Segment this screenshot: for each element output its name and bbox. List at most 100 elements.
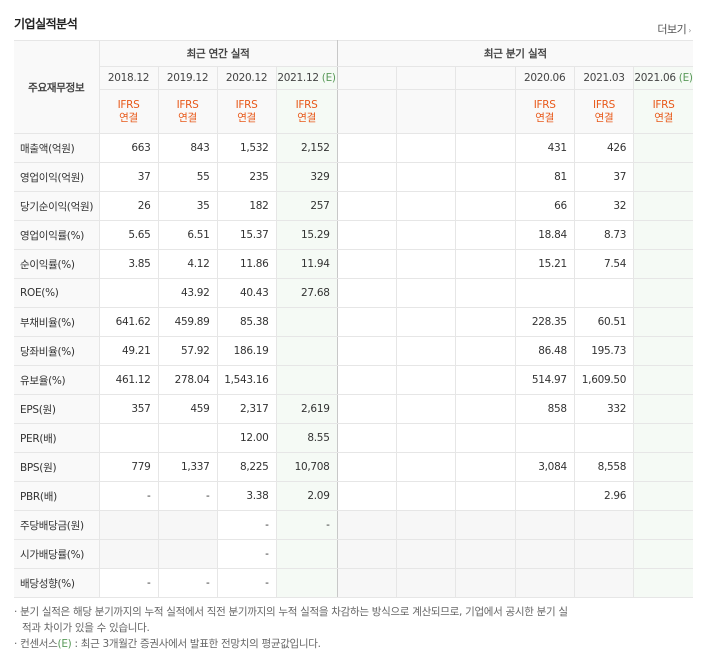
empty-cell (275, 539, 338, 569)
value-cell: 10,708 (275, 452, 338, 482)
row-label: 당좌비율(%) (14, 336, 100, 366)
value-cell: 37 (573, 162, 635, 192)
value-cell: 8.55 (275, 423, 338, 453)
basis-cell: IFRS 연결 (573, 89, 635, 134)
empty-cell (395, 220, 457, 250)
empty-cell (633, 539, 693, 569)
data-row: 부채비율(%) 641.62 459.89 85.38 228.35 60.51 (14, 307, 693, 337)
period-cell: 2018.12 (99, 66, 159, 90)
value-cell: - (216, 539, 277, 569)
value-cell: 186.19 (216, 336, 277, 366)
value-cell: 8,558 (573, 452, 635, 482)
group-header: 최근 분기 실적 (336, 40, 693, 67)
period: 2021.03 (583, 72, 625, 84)
value-cell: 1,337 (157, 452, 218, 482)
period: 2021.12 (277, 72, 319, 84)
empty-cell (395, 568, 457, 598)
value-cell: 5.65 (98, 220, 159, 250)
value-cell: 35 (157, 191, 218, 221)
value-cell: - (98, 568, 159, 598)
empty-cell (336, 568, 397, 598)
basis-cell (455, 89, 516, 134)
basis-cell: IFRS 연결 (99, 89, 159, 134)
period: 2019.12 (166, 72, 209, 84)
empty-cell (455, 452, 516, 482)
empty-cell (336, 423, 397, 453)
period-cell: 2020.06 (514, 66, 575, 90)
basis-cell: IFRS 연결 (216, 89, 277, 134)
scope: 연결 (178, 111, 197, 124)
value-cell: 3.85 (98, 249, 159, 279)
empty-cell (455, 307, 516, 337)
empty-cell (395, 510, 457, 540)
empty-cell (633, 133, 693, 163)
empty-cell (514, 539, 575, 569)
empty-cell (395, 278, 457, 308)
value-cell: - (157, 568, 218, 598)
group-label: 최근 분기 실적 (483, 48, 547, 60)
header-row: IFRS 연결 IFRS 연결 IFRS 연결 IFRS 연결 IFRS 연결 IFRS 연결 IFRS… (14, 89, 693, 134)
estimate-mark: (E) (321, 72, 336, 84)
empty-cell (573, 568, 635, 598)
value-cell: 2,152 (275, 133, 338, 163)
value-cell: - (98, 481, 159, 511)
standard: IFRS (593, 98, 615, 111)
data-row: PBR(배) - -3.38 2.09 2.96 (14, 481, 693, 511)
empty-cell (395, 133, 457, 163)
corner-label: 주요재무정보 (28, 81, 85, 94)
scope: 연결 (535, 111, 555, 124)
basis-cell: IFRS 연결 (514, 89, 575, 134)
value-cell: 85.38 (216, 307, 277, 337)
basis-cell (336, 89, 397, 134)
empty-cell (336, 249, 397, 279)
value-cell: - (216, 510, 277, 540)
data-row: 배당성향(%) - - - (14, 568, 693, 598)
empty-cell (395, 191, 457, 221)
value-cell: 37 (98, 162, 159, 192)
data-row: 시가배당률(%) - (14, 539, 693, 569)
value-cell: 2,619 (275, 394, 338, 424)
standard: IFRS (235, 98, 258, 111)
value-cell: 1,532 (216, 133, 277, 163)
value-cell: 641.62 (98, 307, 159, 337)
value-cell: 18.84 (514, 220, 575, 250)
value-cell: 1,543.16 (216, 365, 277, 395)
basis-cell: IFRS 연결 (275, 89, 338, 134)
value-cell: 459 (157, 394, 218, 424)
value-cell: 3,084 (514, 452, 575, 482)
data-row: 순이익률(%) 3.85 4.12 11.86 11.94 15.21 7.54 (14, 249, 693, 279)
value-cell: 12.00 (216, 423, 277, 453)
empty-cell (157, 539, 218, 569)
empty-cell (336, 481, 397, 511)
period: 2018.12 (107, 72, 150, 84)
period: 2020.12 (225, 72, 268, 84)
note: · 분기 실적은 해당 분기까지의 누적 실적에서 직전 분기까지의 누적 실적… (14, 606, 568, 634)
empty-cell (336, 539, 397, 569)
row-label: 주당배당금(원) (14, 510, 100, 540)
empty-cell (98, 510, 159, 540)
row-label: 매출액(억원) (14, 133, 100, 163)
more-text[interactable]: 더보기 (657, 23, 687, 36)
empty-cell (633, 452, 693, 482)
empty-cell (275, 336, 338, 366)
empty-cell (455, 249, 516, 279)
value-cell: 1,609.50 (573, 365, 635, 395)
empty-cell (455, 394, 516, 424)
empty-cell (336, 394, 397, 424)
section-title: 기업실적분석 (14, 17, 78, 31)
scope: 연결 (119, 111, 138, 124)
corner-cell: 주요재무정보 (14, 40, 100, 134)
period-cell: 2021.03 (573, 66, 635, 90)
standard: IFRS (295, 98, 318, 111)
row-label: ROE(%) (14, 278, 100, 308)
period-cell (455, 66, 516, 90)
empty-cell (336, 336, 397, 366)
empty-cell (514, 510, 575, 540)
note-text: 분기 실적은 해당 분기까지의 누적 실적에서 직전 분기까지의 누적 실적을 … (20, 606, 568, 634)
value-cell: 86.48 (514, 336, 575, 366)
value-cell: 11.94 (275, 249, 338, 279)
value-cell: 7.54 (573, 249, 635, 279)
empty-cell (455, 423, 516, 453)
more-link[interactable]: 더보기 › (657, 23, 691, 36)
value-cell: 332 (573, 394, 635, 424)
